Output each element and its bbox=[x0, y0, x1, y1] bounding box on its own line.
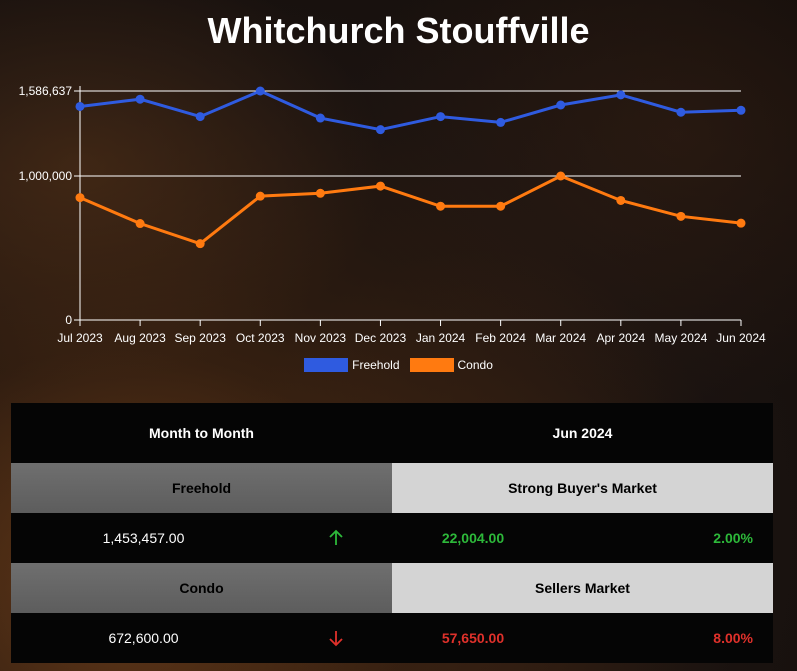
table-row-freehold-values: 1,453,457.00 22,004.00 2.00% bbox=[11, 513, 773, 563]
chart-title: Whitchurch Stouffville bbox=[207, 10, 590, 51]
table-row-condo-values: 672,600.00 57,650.00 8.00% bbox=[11, 613, 773, 663]
x-tick-label: Feb 2024 bbox=[475, 331, 526, 345]
legend-swatch-condo bbox=[409, 358, 454, 372]
market-status-freehold: Strong Buyer's Market bbox=[392, 463, 773, 513]
pct-condo: 8.00% bbox=[713, 630, 753, 646]
category-condo: Condo bbox=[11, 563, 392, 613]
data-point-condo bbox=[496, 201, 506, 211]
data-point-condo bbox=[375, 181, 385, 191]
price-freehold: 1,453,457.00 bbox=[102, 530, 185, 546]
x-tick-label: Oct 2023 bbox=[236, 331, 285, 345]
data-point-freehold bbox=[195, 112, 205, 122]
data-point-condo bbox=[135, 219, 145, 229]
change-condo: 57,650.00 bbox=[441, 630, 505, 646]
data-point-condo bbox=[436, 201, 446, 211]
legend-swatch-freehold bbox=[304, 358, 349, 372]
data-point-condo bbox=[195, 239, 205, 249]
x-tick-label: Sep 2023 bbox=[174, 331, 226, 345]
price-condo: 672,600.00 bbox=[108, 630, 179, 646]
x-tick-label: Nov 2023 bbox=[295, 331, 347, 345]
x-tick-label: Dec 2023 bbox=[355, 331, 407, 345]
data-point-condo bbox=[676, 211, 686, 221]
x-tick-label: May 2024 bbox=[655, 331, 708, 345]
data-point-freehold bbox=[736, 105, 746, 115]
table-row-condo-category: Condo Sellers Market bbox=[11, 563, 773, 613]
series-line-condo bbox=[79, 174, 742, 246]
data-point-freehold bbox=[676, 107, 686, 117]
data-point-freehold bbox=[315, 113, 325, 123]
pct-freehold: 2.00% bbox=[713, 530, 753, 546]
x-tick-label: Aug 2023 bbox=[114, 331, 166, 345]
market-summary-table: Month to Month Jun 2024 Freehold Strong … bbox=[11, 403, 773, 663]
data-point-freehold bbox=[436, 112, 446, 122]
legend-label-condo: Condo bbox=[457, 358, 493, 372]
data-point-condo bbox=[75, 193, 85, 203]
x-tick-label: Apr 2024 bbox=[596, 331, 645, 345]
x-tick-label: Mar 2024 bbox=[535, 331, 586, 345]
data-point-condo bbox=[255, 191, 265, 201]
legend-item-condo[interactable]: Condo bbox=[409, 358, 493, 372]
data-point-condo bbox=[556, 171, 566, 181]
market-status-condo: Sellers Market bbox=[392, 563, 773, 613]
series-line-freehold bbox=[79, 89, 742, 132]
arrow-down-icon bbox=[321, 613, 351, 663]
y-tick-label: 0 bbox=[65, 313, 72, 327]
arrow-up-icon bbox=[321, 513, 351, 563]
category-freehold: Freehold bbox=[11, 463, 392, 513]
x-tick-label: Jul 2023 bbox=[57, 331, 103, 345]
line-chart: 1,586,637 1,000,000 0 Jul 2023 Aug 2023 Sep 2… bbox=[19, 84, 766, 345]
data-point-freehold bbox=[556, 100, 566, 110]
data-point-condo bbox=[736, 218, 746, 228]
change-freehold: 22,004.00 bbox=[441, 530, 505, 546]
chart-legend: Freehold Condo bbox=[0, 358, 797, 372]
table-row-freehold-category: Freehold Strong Buyer's Market bbox=[11, 463, 773, 513]
data-point-freehold bbox=[255, 86, 265, 96]
data-point-freehold bbox=[135, 94, 145, 104]
y-tick-label: 1,000,000 bbox=[19, 169, 73, 183]
table-header-row: Month to Month Jun 2024 bbox=[11, 403, 773, 463]
data-point-condo bbox=[616, 195, 626, 205]
header-month: Jun 2024 bbox=[552, 425, 613, 441]
x-tick-label: Jun 2024 bbox=[716, 331, 766, 345]
legend-label-freehold: Freehold bbox=[352, 358, 400, 372]
data-point-freehold bbox=[375, 125, 385, 135]
header-month-to-month: Month to Month bbox=[149, 425, 254, 441]
data-point-condo bbox=[315, 188, 325, 198]
y-tick-label: 1,586,637 bbox=[19, 84, 73, 98]
data-point-freehold bbox=[496, 117, 506, 127]
legend-item-freehold[interactable]: Freehold bbox=[304, 358, 400, 372]
x-tick-label: Jan 2024 bbox=[416, 331, 466, 345]
data-point-freehold bbox=[75, 101, 85, 111]
data-point-freehold bbox=[616, 90, 626, 100]
